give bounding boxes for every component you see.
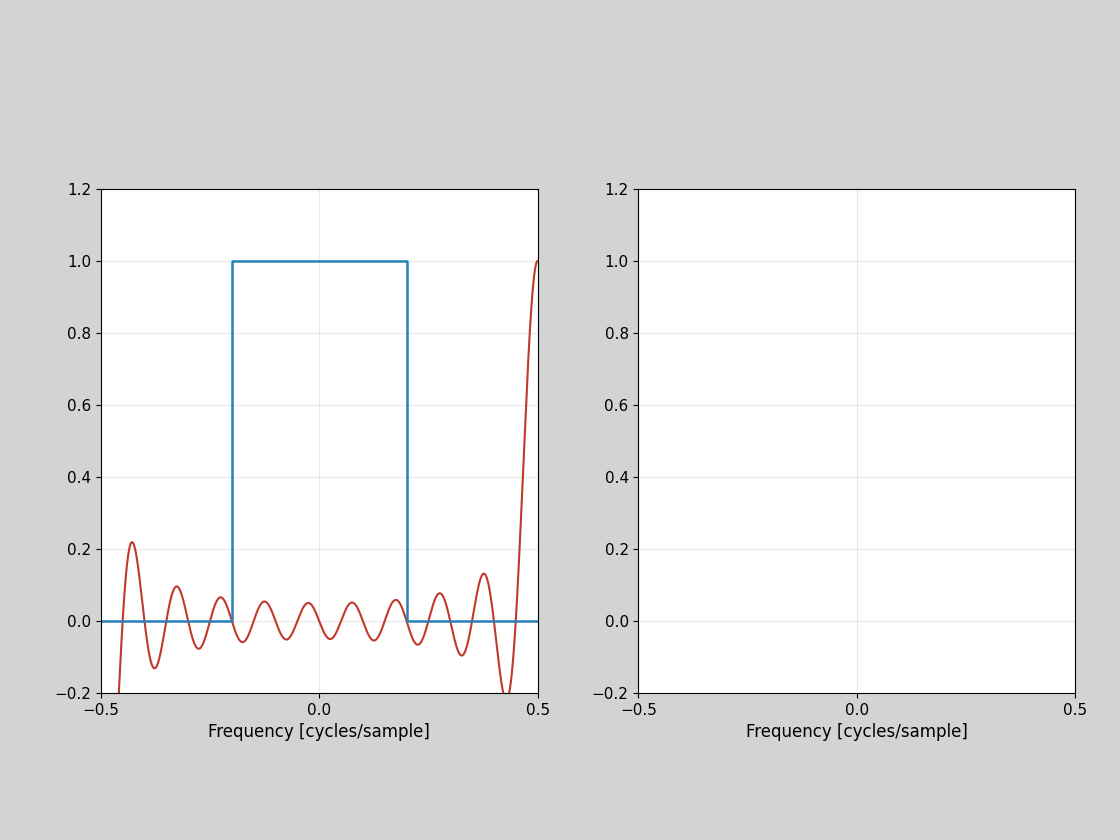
X-axis label: Frequency [cycles/sample]: Frequency [cycles/sample] bbox=[208, 723, 430, 741]
X-axis label: Frequency [cycles/sample]: Frequency [cycles/sample] bbox=[746, 723, 968, 741]
